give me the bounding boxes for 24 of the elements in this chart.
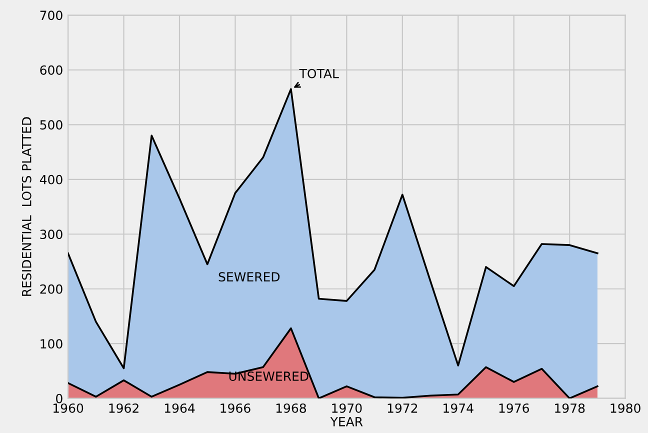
annotation: TOTAL: [299, 68, 339, 78]
y-tick-label: 0: [56, 394, 62, 404]
series-label: SEWERED: [218, 272, 280, 282]
x-tick-label: 1962: [109, 403, 138, 413]
y-tick-label: 400: [40, 174, 62, 184]
x-tick-label: 1960: [54, 403, 84, 413]
y-tick-label: 600: [40, 65, 62, 75]
x-tick-label: 1964: [164, 403, 195, 413]
y-tick-label: 100: [40, 339, 62, 349]
x-tick-label: 1968: [276, 403, 306, 413]
x-tick-label: 1976: [499, 403, 529, 413]
x-tick-label: 1974: [444, 403, 474, 413]
x-axis-title: YEAR: [330, 417, 363, 426]
y-axis-title: RESIDENTIAL LOTS PLATTED: [22, 117, 32, 296]
y-tick-label: 700: [40, 10, 62, 20]
series-label: UNSEWERED: [229, 372, 308, 381]
x-tick-label: 1978: [555, 403, 585, 413]
y-tick-label: 300: [40, 230, 62, 240]
x-tick-label: 1970: [332, 403, 362, 413]
x-tick-label: 1980: [610, 403, 640, 413]
x-tick-label: 1966: [220, 403, 250, 413]
y-tick-label: 500: [40, 120, 62, 130]
x-tick-label: 1972: [388, 403, 418, 413]
y-tick-label: 200: [40, 284, 62, 294]
